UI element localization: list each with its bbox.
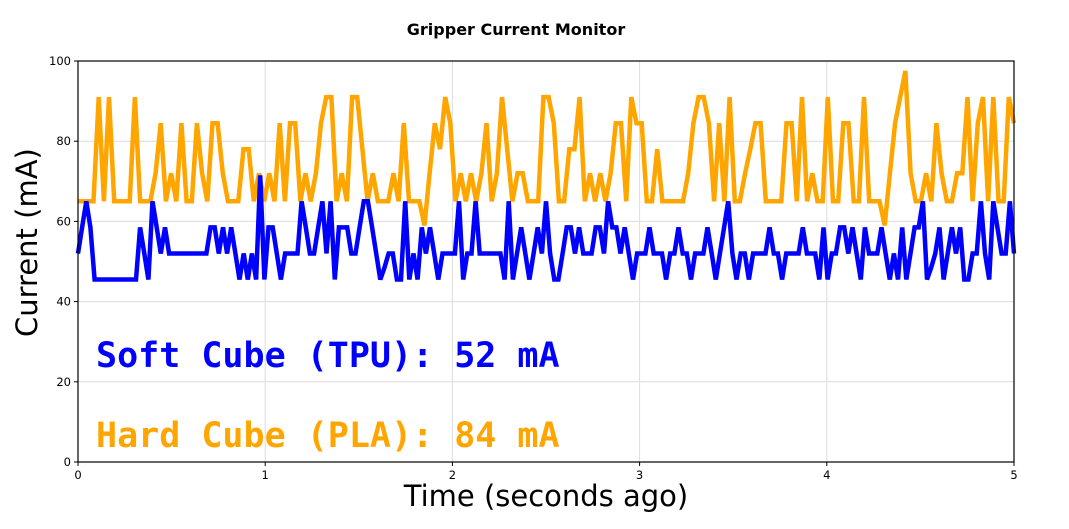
soft-cube-readout: Soft Cube (TPU): 52 mA [96,336,560,376]
x-axis-label: Time (seconds ago) [403,479,689,513]
x-tick-label: 2 [449,468,456,482]
x-tick-label: 5 [1010,468,1017,482]
x-tick-label: 4 [823,468,830,482]
data-series [75,70,1017,282]
y-tick-label: 0 [64,455,71,469]
hard-cube-line [78,70,1017,226]
y-tick-label: 20 [56,375,71,389]
y-tick-label: 80 [56,134,71,148]
axis-ticks: 0 1 2 3 4 5 0 20 40 60 80 100 [49,54,1018,482]
y-tick-label: 60 [56,214,71,228]
soft-cube-line [75,175,1017,282]
x-tick-label: 3 [636,468,643,482]
hard-cube-readout: Hard Cube (PLA): 84 mA [96,416,560,456]
plot-frame [77,60,1015,463]
y-tick-label: 40 [56,295,71,309]
y-axis-label: Current (mA) [10,148,44,337]
x-tick-label: 1 [262,468,269,482]
x-tick-label: 0 [74,468,81,482]
chart-title: Gripper Current Monitor [406,20,626,39]
y-tick-label: 100 [49,54,71,68]
